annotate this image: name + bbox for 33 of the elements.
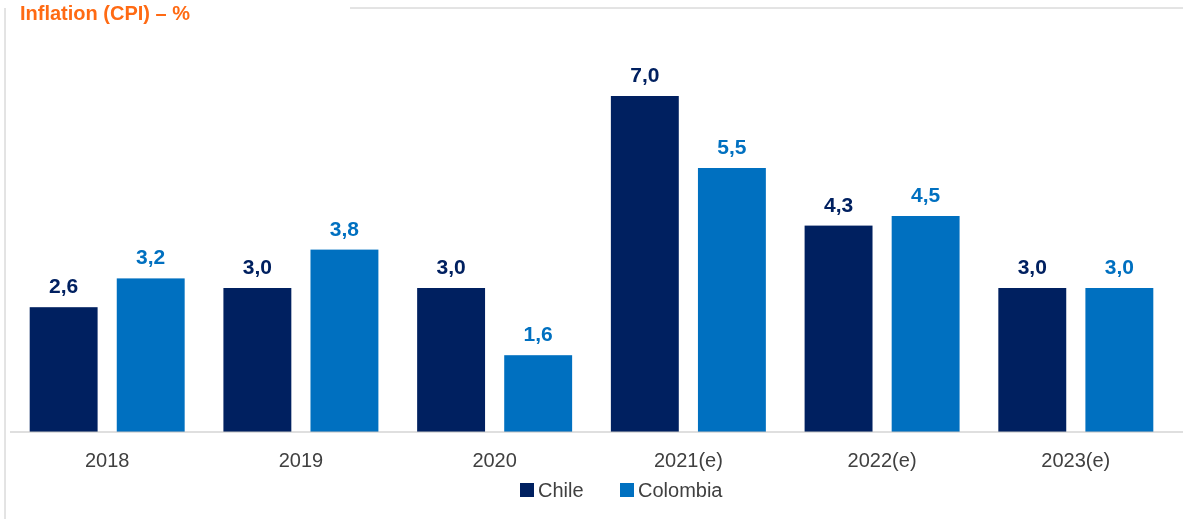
data-label: 7,0 bbox=[630, 63, 660, 86]
bar bbox=[223, 288, 292, 432]
data-label: 5,5 bbox=[717, 135, 747, 158]
x-tick-label: 2020 bbox=[472, 449, 517, 471]
bar bbox=[1085, 288, 1154, 432]
chart-title: Inflation (CPI) – % bbox=[20, 2, 191, 24]
data-label: 3,2 bbox=[136, 245, 166, 269]
bar bbox=[891, 216, 960, 432]
bar bbox=[804, 225, 873, 432]
data-label: 4,5 bbox=[911, 183, 941, 206]
legend-label: Chile bbox=[538, 479, 584, 501]
x-tick-label: 2018 bbox=[84, 449, 130, 471]
data-label: 3,0 bbox=[1017, 255, 1047, 278]
bar bbox=[29, 307, 98, 432]
x-tick-label: 2023(e) bbox=[1041, 449, 1111, 471]
x-tick-label: 2021(e) bbox=[653, 449, 723, 471]
data-label: 4,3 bbox=[823, 192, 854, 216]
bar bbox=[310, 249, 379, 432]
bar bbox=[610, 96, 679, 432]
bar bbox=[417, 288, 486, 432]
data-label: 3,0 bbox=[436, 255, 466, 278]
bar bbox=[998, 288, 1067, 432]
data-label: 3,8 bbox=[329, 216, 360, 240]
data-label: 1,6 bbox=[523, 322, 553, 346]
x-tick-label: 2019 bbox=[278, 449, 324, 471]
data-label: 3,0 bbox=[1104, 255, 1134, 278]
legend-label: Colombia bbox=[638, 479, 724, 501]
bar bbox=[697, 168, 766, 432]
x-tick-label: 2022(e) bbox=[847, 449, 917, 471]
data-label: 3,0 bbox=[242, 255, 272, 278]
bar bbox=[504, 355, 573, 432]
bar bbox=[116, 278, 185, 432]
data-label: 2,6 bbox=[49, 274, 79, 298]
